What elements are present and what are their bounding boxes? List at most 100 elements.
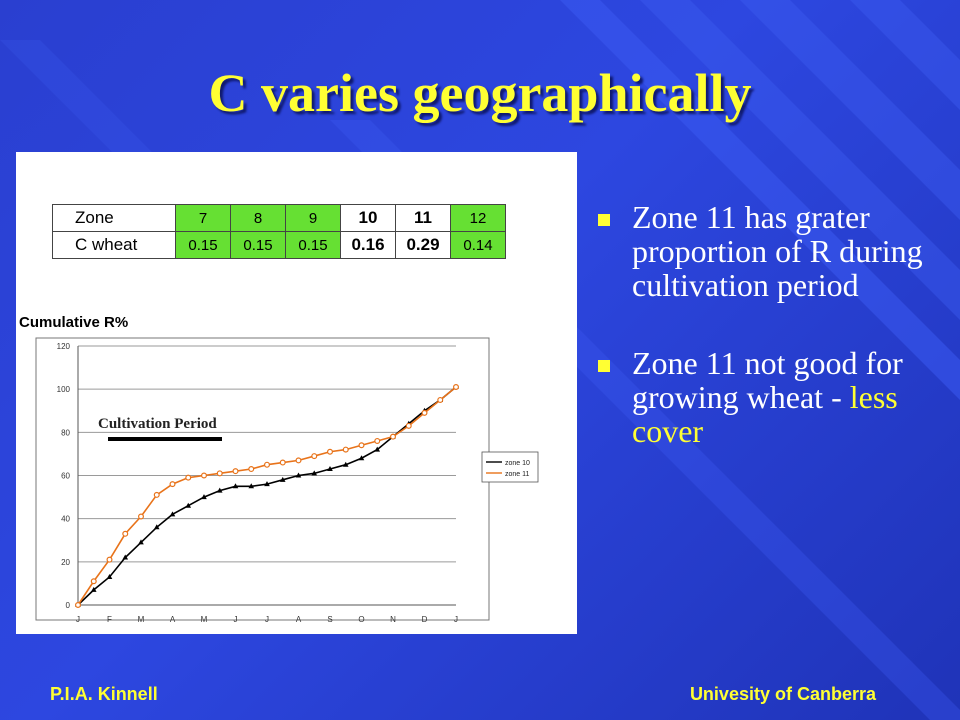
y-tick-label: 0 (66, 601, 71, 610)
data-point-zone-11 (248, 466, 255, 473)
data-point-zone-11 (405, 422, 412, 429)
x-tick-label: F (107, 615, 112, 624)
data-point-zone-10 (311, 470, 318, 476)
plot-frame (35, 337, 490, 621)
y-tick-label: 60 (61, 472, 70, 481)
data-point-zone-10 (342, 461, 349, 467)
zone-cell: 8 (230, 204, 286, 232)
data-point-zone-11 (153, 491, 160, 498)
table-row: C wheat 0.15 0.15 0.15 0.16 0.29 0.14 (52, 231, 506, 259)
data-point-zone-11 (264, 461, 271, 468)
cumulative-r-chart: 0 20 40 60 80 100 120 J F M A M J J A S O N D J Cultivatio… (35, 337, 539, 624)
grid (77, 345, 456, 606)
data-point-zone-10 (295, 472, 302, 478)
data-point-zone-11 (421, 409, 428, 416)
data-point-zone-11 (137, 513, 144, 520)
y-tick-labels: 0 20 40 60 80 100 120 (57, 342, 71, 610)
data-point-zone-11 (358, 442, 365, 449)
zone-cell: 7 (175, 204, 231, 232)
data-point-zone-10 (122, 554, 129, 560)
x-tick-label: N (390, 615, 396, 624)
y-tick-label: 20 (61, 558, 70, 567)
y-tick-label: 100 (57, 385, 71, 394)
y-tick-label: 80 (61, 428, 70, 437)
zone-c-table: Zone 7 8 9 10 11 12 C wheat 0.15 0.15 0.… (52, 204, 506, 259)
data-point-zone-10 (216, 487, 223, 493)
data-point-zone-11 (169, 481, 176, 488)
cultivation-period-label: Cultivation Period (98, 416, 217, 432)
data-point-zone-11 (342, 446, 349, 453)
y-tick-label: 40 (61, 515, 70, 524)
zone-cell: 12 (450, 204, 506, 232)
bullet-square-icon (598, 214, 610, 226)
x-tick-label: O (358, 615, 364, 624)
x-tick-label: M (138, 615, 145, 624)
footer-author: P.I.A. Kinnell (50, 684, 158, 704)
c-value-cell: 0.15 (175, 231, 231, 259)
data-point-zone-11 (327, 448, 334, 455)
x-tick-label: M (201, 615, 208, 624)
table-row: Zone 7 8 9 10 11 12 (52, 204, 506, 232)
bullet-item: Zone 11 has grater proportion of R durin… (598, 200, 938, 302)
data-point-zone-11 (279, 459, 286, 466)
data-point-zone-10 (232, 483, 239, 489)
legend-label: zone 10 (505, 460, 530, 467)
x-tick-label: J (76, 615, 80, 624)
x-tick-label: A (170, 615, 176, 624)
data-point-zone-11 (201, 472, 208, 479)
data-point-zone-11 (122, 530, 129, 537)
zone-cell: 11 (395, 204, 451, 232)
row-label-c-wheat: C wheat (52, 231, 176, 259)
data-point-zone-11 (374, 437, 381, 444)
bullet-square-icon (598, 360, 610, 372)
c-value-cell: 0.29 (395, 231, 451, 259)
data-point-zone-10 (138, 539, 144, 545)
data-point-zone-11 (232, 468, 239, 475)
data-point-zone-11 (390, 433, 397, 440)
bullet-item: Zone 11 not good for growing wheat - les… (598, 346, 938, 448)
x-tick-label: D (422, 615, 428, 624)
data-point-zone-10 (153, 524, 160, 530)
data-point-zone-11 (295, 457, 302, 464)
slide-title: C varies geographically (208, 63, 752, 123)
legend-box (481, 451, 539, 483)
data-point-zone-10 (90, 586, 97, 592)
y-tick-label: 120 (57, 342, 71, 351)
zone-cell: 10 (340, 204, 396, 232)
x-tick-label: J (265, 615, 269, 624)
legend-label: zone 11 (505, 471, 529, 478)
data-point-zone-11 (74, 602, 81, 609)
data-point-zone-10 (264, 481, 270, 487)
x-tick-label: J (234, 615, 238, 624)
legend: zone 10 zone 11 (481, 451, 539, 483)
footer-institution: Univesity of Canberra (689, 684, 876, 704)
data-point-zone-11 (185, 474, 192, 481)
x-tick-label: J (454, 615, 458, 624)
y-axis-title: Cumulative R% (19, 314, 129, 331)
data-point-zone-11 (216, 470, 223, 477)
bullet-highlight: less cover (632, 379, 898, 449)
data-point-zone-10 (374, 446, 381, 452)
x-tick-label: S (327, 615, 332, 624)
data-point-zone-10 (279, 476, 286, 482)
bullet-list: Zone 11 has grater proportion of R durin… (598, 200, 938, 492)
c-value-cell: 0.16 (340, 231, 396, 259)
data-point-zone-11 (311, 453, 318, 460)
data-point-zone-10 (185, 502, 192, 508)
data-point-zone-10 (248, 483, 255, 489)
data-point-zone-10 (106, 573, 113, 579)
chart-panel: Zone 7 8 9 10 11 12 C wheat 0.15 0.15 0.… (16, 152, 577, 634)
data-point-zone-10 (358, 455, 365, 461)
data-point-zone-11 (106, 556, 113, 563)
data-point-zone-10 (169, 511, 176, 517)
data-point-zone-11 (453, 384, 460, 391)
data-point-zone-10 (327, 466, 333, 472)
data-point-zone-11 (90, 578, 97, 585)
row-label-zone: Zone (52, 204, 176, 232)
x-tick-label: A (296, 615, 302, 624)
data-point-zone-11 (437, 396, 444, 403)
series-lines (74, 384, 460, 609)
c-value-cell: 0.14 (450, 231, 506, 259)
bullet-text: Zone 11 not good for growing wheat - (632, 345, 903, 415)
